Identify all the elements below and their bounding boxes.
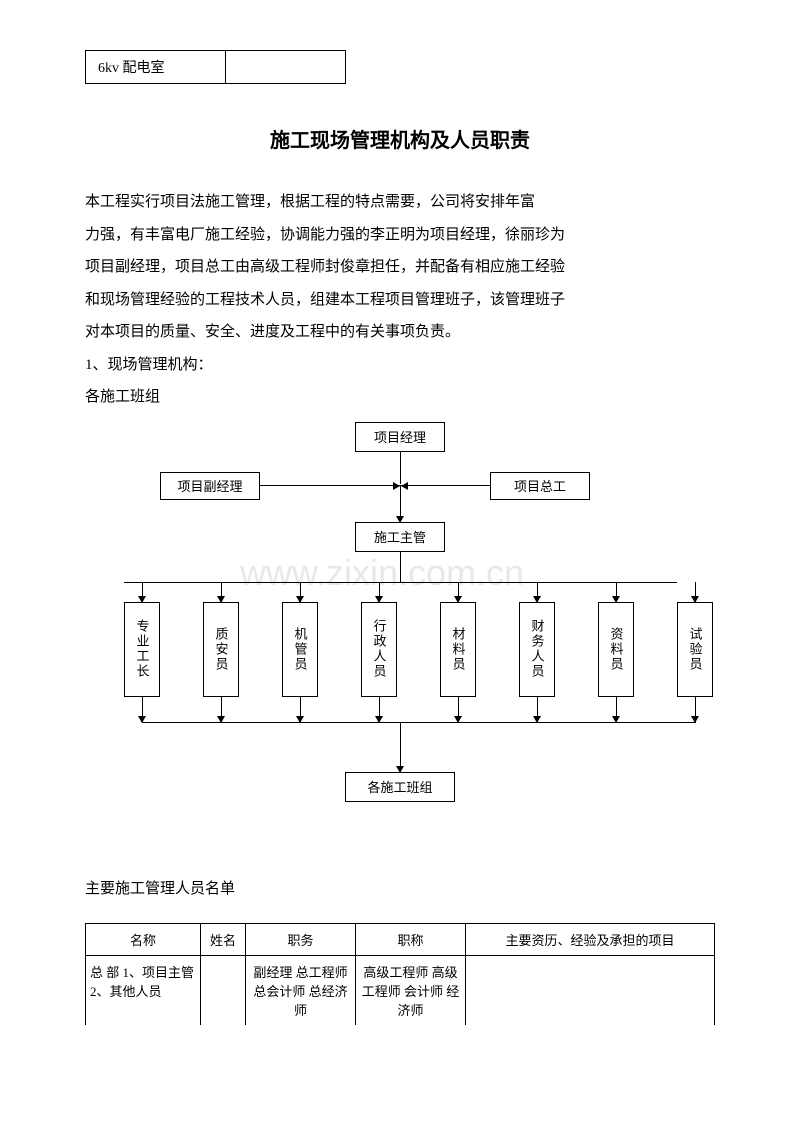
arrow-icon [401, 482, 408, 490]
watermark: www.zixin.com.cn [240, 552, 524, 594]
para-3: 和现场管理经验的工程技术人员，组建本工程项目管理班子，该管理班子 [85, 286, 715, 315]
org-chart: www.zixin.com.cn 项目经理 项目副经理 项目总工 施工主管 专业… [90, 422, 710, 852]
leaf-6: 资料员 [598, 602, 634, 697]
personnel-subtitle: 主要施工管理人员名单 [85, 877, 715, 898]
para-1: 力强，有丰富电厂施工经验，协调能力强的李正明为项目经理，徐丽珍为 [85, 221, 715, 250]
para-5: 1、现场管理机构： [85, 351, 715, 380]
td-duty: 副经理 总工程师 总会计师 总经济师 [246, 955, 356, 1025]
connector [142, 722, 696, 723]
top-cell-1: 6kv 配电室 [86, 51, 226, 84]
th-duty: 职务 [246, 923, 356, 955]
td-name: 总 部 1、项目主管 2、其他人员 [86, 955, 201, 1025]
connector [400, 722, 401, 772]
td-person [201, 955, 246, 1025]
th-exp: 主要资历、经验及承担的项目 [466, 923, 715, 955]
connector [260, 485, 400, 486]
leaf-4: 材料员 [440, 602, 476, 697]
personnel-table: 名称 姓名 职务 职称 主要资历、经验及承担的项目 总 部 1、项目主管 2、其… [85, 923, 715, 1025]
connector [401, 485, 490, 486]
connector [400, 452, 401, 484]
node-project-manager: 项目经理 [355, 422, 445, 452]
top-small-table: 6kv 配电室 [85, 50, 346, 84]
leaf-3: 行政人员 [361, 602, 397, 697]
node-chief-engineer: 项目总工 [490, 472, 590, 500]
para-6: 各施工班组 [85, 383, 715, 412]
connector [400, 552, 401, 582]
leaf-2: 机管员 [282, 602, 318, 697]
th-person: 姓名 [201, 923, 246, 955]
leaf-1: 质安员 [203, 602, 239, 697]
node-deputy-manager: 项目副经理 [160, 472, 260, 500]
connector [124, 582, 677, 583]
td-exp [466, 955, 715, 1025]
arrow-icon [393, 482, 400, 490]
table-header-row: 名称 姓名 职务 职称 主要资历、经验及承担的项目 [86, 923, 715, 955]
page-title: 施工现场管理机构及人员职责 [85, 124, 715, 153]
td-title: 高级工程师 高级工程师 会计师 经济师 [356, 955, 466, 1025]
node-teams: 各施工班组 [345, 772, 455, 802]
leaf-5: 财务人员 [519, 602, 555, 697]
th-title: 职称 [356, 923, 466, 955]
top-cell-2 [226, 51, 346, 84]
leaf-7: 试验员 [677, 602, 713, 697]
leaf-0: 专业工长 [124, 602, 160, 697]
para-0: 本工程实行项目法施工管理，根据工程的特点需要，公司将安排年富 [85, 188, 715, 217]
table-row: 总 部 1、项目主管 2、其他人员 副经理 总工程师 总会计师 总经济师 高级工… [86, 955, 715, 1025]
para-4: 对本项目的质量、安全、进度及工程中的有关事项负责。 [85, 318, 715, 347]
node-construction-supervisor: 施工主管 [355, 522, 445, 552]
para-2: 项目副经理，项目总工由高级工程师封俊章担任，并配备有相应施工经验 [85, 253, 715, 282]
th-name: 名称 [86, 923, 201, 955]
